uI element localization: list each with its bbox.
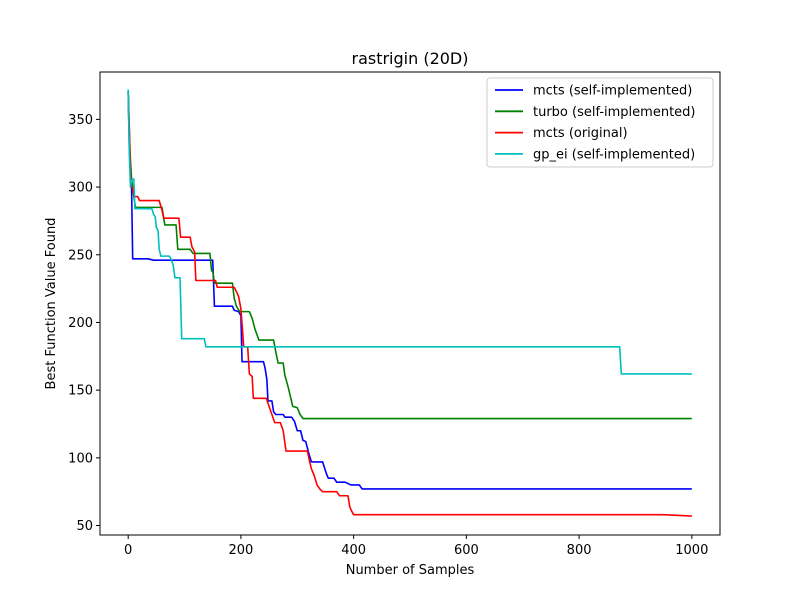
x-tick-label: 200: [228, 543, 253, 558]
y-tick-label: 100: [68, 451, 93, 466]
legend-box: [486, 77, 714, 168]
series-line-2: [127, 92, 692, 517]
x-tick-label: 800: [567, 543, 592, 558]
y-tick-label: 150: [68, 384, 93, 399]
y-tick-label: 350: [68, 113, 93, 128]
x-tick-label: 0: [124, 543, 132, 558]
legend: mcts (self-implemented) turbo (self-imple…: [486, 77, 714, 168]
legend-label-0: mcts (self-implemented): [533, 84, 692, 99]
y-tick-label: 200: [68, 316, 93, 331]
y-axis: 50 100 150 200 250 300 350: [68, 113, 100, 534]
series-layer: [127, 89, 692, 517]
y-tick-label: 300: [68, 181, 93, 196]
x-tick-label: 600: [454, 543, 479, 558]
legend-label-3: gp_ei (self-implemented): [533, 147, 695, 162]
series-line-0: [127, 92, 692, 490]
y-axis-label: Best Function Value Found: [44, 218, 59, 390]
chart-title: rastrigin (20D): [351, 49, 468, 68]
series-line-3: [127, 89, 692, 375]
x-axis-label: Number of Samples: [346, 563, 475, 578]
plot-frame: [99, 71, 721, 536]
y-tick-label: 50: [76, 519, 93, 534]
legend-label-1: turbo (self-implemented): [533, 105, 696, 120]
y-tick-label: 250: [68, 248, 93, 263]
x-axis: 0 200 400 600 800 1000: [124, 535, 708, 558]
x-tick-label: 400: [341, 543, 366, 558]
legend-label-2: mcts (original): [533, 126, 628, 141]
x-tick-label: 1000: [675, 543, 708, 558]
